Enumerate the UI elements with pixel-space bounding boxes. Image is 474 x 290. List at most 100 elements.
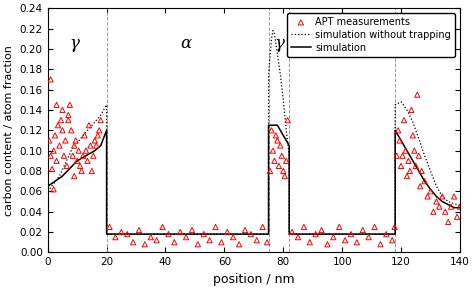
- APT measurements: [54, 123, 62, 128]
- simulation: [74, 159, 80, 163]
- simulation without trapping: [457, 204, 463, 207]
- APT measurements: [79, 153, 87, 158]
- APT measurements: [82, 148, 90, 153]
- APT measurements: [406, 169, 414, 173]
- simulation without trapping: [281, 98, 286, 102]
- APT measurements: [188, 228, 196, 232]
- APT measurements: [410, 148, 418, 153]
- APT measurements: [78, 169, 85, 173]
- APT measurements: [224, 230, 231, 234]
- APT measurements: [377, 242, 384, 246]
- simulation: [266, 124, 272, 127]
- APT measurements: [397, 164, 405, 168]
- APT measurements: [50, 187, 57, 192]
- APT measurements: [400, 118, 408, 122]
- simulation without trapping: [269, 37, 274, 40]
- APT measurements: [47, 77, 55, 82]
- APT measurements: [365, 235, 373, 240]
- simulation without trapping: [92, 120, 98, 124]
- APT measurements: [424, 194, 431, 199]
- APT measurements: [318, 228, 325, 232]
- APT measurements: [284, 118, 292, 122]
- APT measurements: [391, 225, 398, 229]
- simulation without trapping: [272, 32, 277, 35]
- APT measurements: [247, 232, 255, 236]
- simulation without trapping: [392, 232, 398, 236]
- simulation without trapping: [98, 113, 103, 117]
- APT measurements: [393, 153, 401, 158]
- APT measurements: [353, 240, 361, 244]
- Text: α: α: [181, 35, 191, 52]
- APT measurements: [48, 167, 56, 171]
- APT measurements: [441, 209, 449, 214]
- APT measurements: [97, 118, 104, 122]
- APT measurements: [409, 133, 417, 138]
- simulation without trapping: [56, 174, 62, 178]
- APT measurements: [235, 242, 243, 246]
- APT measurements: [46, 138, 53, 143]
- simulation: [60, 174, 65, 178]
- APT measurements: [51, 133, 59, 138]
- simulation: [404, 149, 410, 152]
- APT measurements: [206, 238, 213, 242]
- simulation: [439, 200, 445, 203]
- simulation: [286, 144, 292, 147]
- APT measurements: [450, 194, 458, 199]
- simulation without trapping: [274, 52, 280, 56]
- simulation without trapping: [434, 184, 439, 188]
- APT measurements: [272, 133, 280, 138]
- APT measurements: [312, 232, 319, 236]
- simulation: [281, 134, 286, 137]
- APT measurements: [269, 148, 277, 153]
- simulation without trapping: [446, 200, 451, 203]
- APT measurements: [106, 225, 113, 229]
- APT measurements: [129, 240, 137, 244]
- simulation without trapping: [398, 100, 404, 104]
- APT measurements: [288, 230, 296, 234]
- APT measurements: [212, 225, 219, 229]
- APT measurements: [81, 133, 88, 138]
- Text: α: α: [334, 35, 345, 52]
- simulation: [410, 159, 416, 163]
- APT measurements: [271, 159, 278, 163]
- simulation: [457, 206, 463, 209]
- APT measurements: [275, 164, 283, 168]
- APT measurements: [72, 138, 80, 143]
- APT measurements: [60, 153, 68, 158]
- simulation: [45, 184, 51, 188]
- APT measurements: [280, 169, 287, 173]
- simulation without trapping: [416, 137, 421, 140]
- APT measurements: [88, 169, 96, 173]
- APT measurements: [91, 138, 99, 143]
- APT measurements: [336, 225, 343, 229]
- APT measurements: [453, 215, 461, 219]
- simulation without trapping: [410, 120, 416, 124]
- APT measurements: [447, 204, 455, 209]
- APT measurements: [418, 169, 426, 173]
- APT measurements: [324, 242, 331, 246]
- simulation: [446, 203, 451, 206]
- simulation: [451, 206, 457, 209]
- APT measurements: [67, 128, 75, 133]
- simulation: [104, 128, 109, 132]
- APT measurements: [347, 232, 355, 236]
- simulation without trapping: [273, 42, 279, 46]
- APT measurements: [71, 143, 78, 148]
- APT measurements: [413, 92, 421, 97]
- simulation without trapping: [404, 108, 410, 112]
- Text: γ: γ: [274, 35, 284, 52]
- APT measurements: [84, 159, 91, 163]
- APT measurements: [64, 113, 72, 117]
- simulation: [398, 139, 404, 142]
- APT measurements: [50, 148, 57, 153]
- APT measurements: [141, 242, 149, 246]
- APT measurements: [200, 232, 208, 236]
- simulation: [392, 128, 398, 132]
- APT measurements: [87, 143, 94, 148]
- APT measurements: [57, 118, 65, 122]
- APT measurements: [276, 143, 284, 148]
- simulation: [104, 232, 109, 236]
- Legend: APT measurements, simulation without trapping, simulation: APT measurements, simulation without tra…: [287, 13, 455, 57]
- simulation without trapping: [266, 72, 272, 76]
- APT measurements: [53, 159, 60, 163]
